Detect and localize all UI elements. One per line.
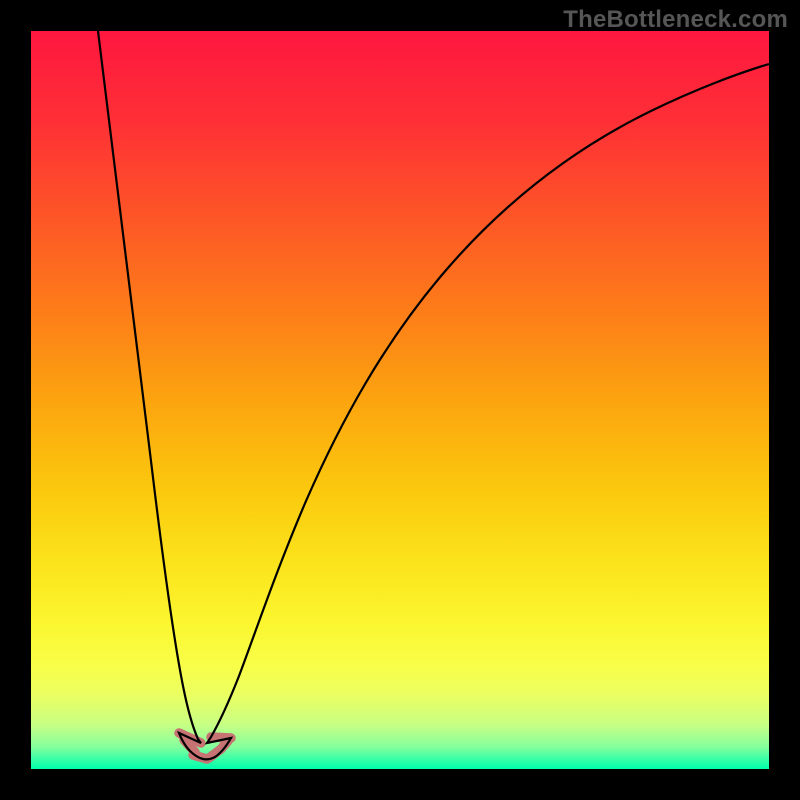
chart-main-curve bbox=[98, 31, 769, 759]
watermark-text: TheBottleneck.com bbox=[563, 6, 788, 34]
chart-curve-layer bbox=[31, 31, 769, 769]
chart-plot-area bbox=[31, 31, 769, 769]
chart-outer-frame: TheBottleneck.com bbox=[0, 0, 800, 800]
